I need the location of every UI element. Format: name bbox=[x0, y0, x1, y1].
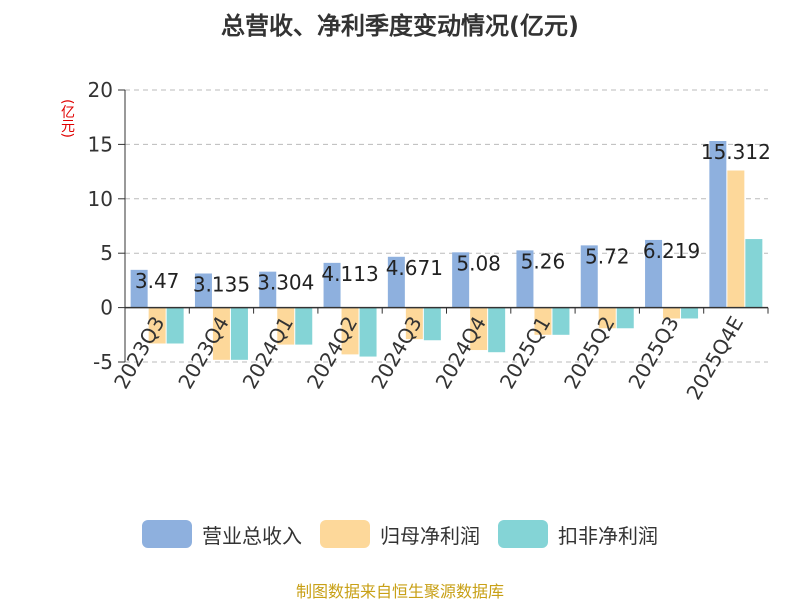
y-tick-label: 10 bbox=[88, 187, 113, 211]
revenue-bar bbox=[516, 250, 534, 308]
net-profit-bar bbox=[277, 307, 295, 345]
net-profit-bar bbox=[534, 307, 552, 335]
legend-item-revenue[interactable]: 营业总收入 bbox=[142, 520, 302, 549]
deducted-net-profit-bar bbox=[166, 307, 184, 344]
revenue-bar bbox=[709, 141, 727, 308]
x-category-label: 2023Q3 bbox=[109, 312, 169, 393]
legend-swatch-revenue bbox=[142, 520, 192, 548]
net-profit-bar bbox=[663, 307, 681, 319]
net-profit-bar bbox=[212, 307, 230, 360]
revenue-bar bbox=[452, 252, 470, 308]
chart-legend: 营业总收入 归母净利润 扣非净利润 bbox=[0, 516, 800, 552]
net-profit-bar bbox=[598, 307, 616, 329]
revenue-data-label: 5.26 bbox=[521, 249, 566, 273]
revenue-data-label: 5.72 bbox=[585, 244, 630, 268]
revenue-data-label: 3.47 bbox=[135, 269, 180, 293]
net-profit-bar bbox=[470, 307, 488, 351]
legend-label-revenue: 营业总收入 bbox=[202, 523, 302, 548]
revenue-data-label: 4.671 bbox=[386, 256, 443, 280]
y-tick-label: 20 bbox=[88, 78, 113, 102]
data-source-note: 制图数据来自恒生聚源数据库 bbox=[295, 582, 504, 601]
revenue-bar bbox=[645, 239, 663, 308]
y-tick-label: 15 bbox=[88, 132, 113, 156]
revenue-bar bbox=[259, 271, 277, 308]
deducted-net-profit-bar bbox=[230, 307, 248, 360]
net-profit-bar bbox=[148, 307, 166, 344]
legend-label-net-profit: 归母净利润 bbox=[380, 523, 480, 548]
legend-item-deducted-net-profit[interactable]: 扣非净利润 bbox=[498, 520, 658, 549]
y-axis-unit-label: (亿元) bbox=[59, 98, 75, 138]
net-profit-bar bbox=[341, 307, 359, 355]
revenue-data-label: 3.304 bbox=[257, 271, 314, 295]
revenue-bar bbox=[194, 273, 212, 308]
revenue-bar bbox=[580, 245, 598, 308]
legend-swatch-net-profit bbox=[320, 520, 370, 548]
deducted-net-profit-bar bbox=[488, 307, 506, 353]
deducted-net-profit-bar bbox=[552, 307, 570, 335]
deducted-net-profit-bar bbox=[359, 307, 377, 357]
revenue-bar bbox=[323, 262, 341, 308]
net-profit-bar bbox=[405, 307, 423, 340]
legend-label-deducted-net-profit: 扣非净利润 bbox=[558, 523, 658, 548]
y-tick-label: 0 bbox=[100, 296, 113, 320]
revenue-bar bbox=[130, 269, 148, 308]
y-tick-label: 5 bbox=[100, 241, 113, 265]
x-category-label: 2025Q4E bbox=[681, 312, 748, 404]
revenue-data-label: 3.135 bbox=[193, 272, 250, 296]
deducted-net-profit-bar bbox=[681, 307, 699, 319]
deducted-net-profit-bar bbox=[295, 307, 313, 345]
revenue-data-label: 15.312 bbox=[701, 140, 771, 164]
chart-title: 总营收、净利季度变动情况(亿元) bbox=[221, 12, 579, 40]
y-tick-label: -5 bbox=[93, 350, 113, 374]
legend-swatch-deducted-net-profit bbox=[498, 520, 548, 548]
revenue-data-label: 4.113 bbox=[321, 262, 378, 286]
deducted-net-profit-bar bbox=[745, 239, 763, 308]
revenue-data-label: 5.08 bbox=[456, 251, 501, 275]
revenue-bar bbox=[387, 256, 405, 308]
legend-item-net-profit[interactable]: 归母净利润 bbox=[320, 520, 480, 549]
revenue-data-label: 6.219 bbox=[643, 239, 700, 263]
net-profit-bar bbox=[727, 170, 745, 308]
deducted-net-profit-bar bbox=[423, 307, 441, 341]
deducted-net-profit-bar bbox=[616, 307, 634, 329]
